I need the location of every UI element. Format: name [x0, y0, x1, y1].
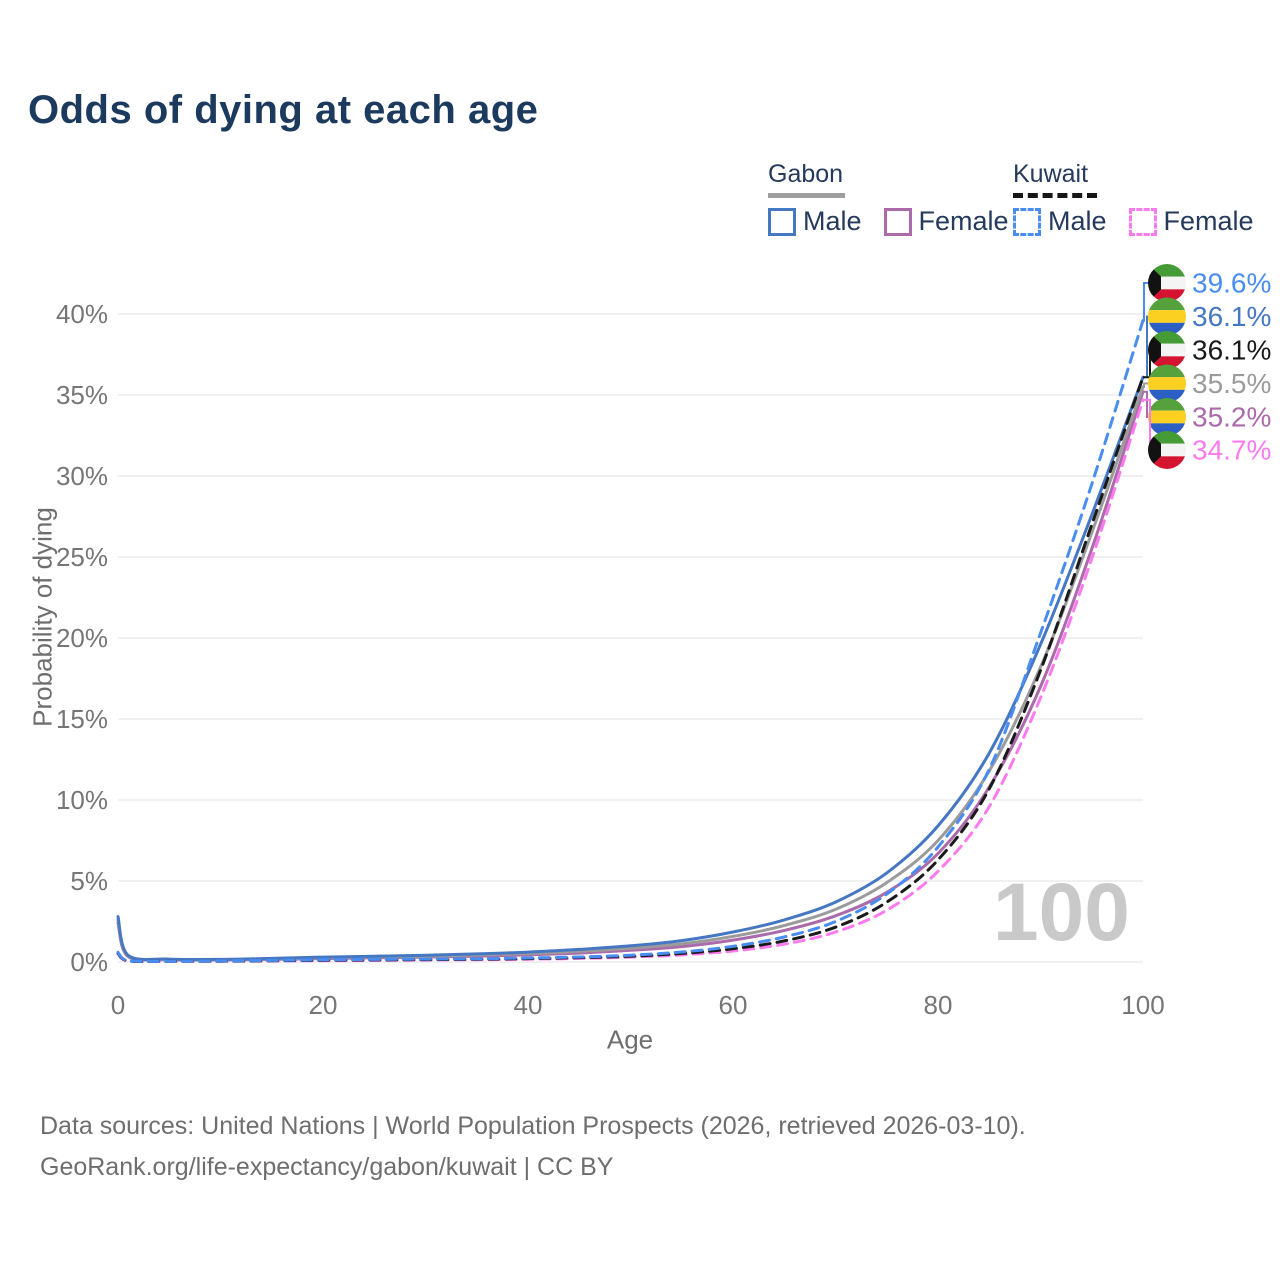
legend-item-label: Male	[803, 206, 862, 236]
series-line-kuwait-female[interactable]	[116, 398, 1145, 964]
legend-item-label: Male	[1048, 206, 1107, 236]
end-label-leader-line	[1143, 390, 1148, 418]
footer: Data sources: United Nations | World Pop…	[40, 1106, 1026, 1188]
attribution-text: GeoRank.org/life-expectancy/gabon/kuwait…	[40, 1153, 614, 1181]
x-axis-title: Age	[606, 1024, 654, 1055]
legend-country-gabon: Gabon	[768, 160, 844, 188]
y-tick-label: 15%	[56, 704, 108, 734]
x-tick-label: 60	[719, 990, 748, 1020]
y-tick-label: 5%	[70, 866, 108, 896]
gabon-female-swatch-icon	[883, 207, 912, 236]
end-label-leader-line	[1143, 282, 1148, 322]
kuwait-female-swatch-icon	[1128, 207, 1157, 236]
legend-country-kuwait: Kuwait	[1013, 160, 1089, 188]
gabon-flag-icon	[1148, 297, 1186, 336]
end-value-label: 36.1%	[1192, 335, 1271, 366]
series-line-kuwait-both-sexes[interactable]	[116, 375, 1145, 963]
series-line-gabon-female[interactable]	[116, 390, 1145, 962]
legend-item-label: Female	[918, 206, 1009, 236]
end-value-label: 39.6%	[1192, 268, 1271, 299]
series-line-gabon-male[interactable]	[116, 375, 1145, 962]
y-tick-label: 10%	[56, 785, 108, 815]
x-tick-label: 20	[309, 990, 338, 1020]
y-tick-label: 35%	[56, 380, 108, 410]
x-tick-label: 80	[924, 990, 953, 1020]
y-tick-label: 40%	[56, 299, 108, 329]
end-value-label: 35.2%	[1192, 402, 1271, 433]
gabon-male-swatch-icon	[768, 207, 796, 236]
end-label-leader-line	[1143, 315, 1148, 379]
x-tick-label: 0	[111, 990, 125, 1020]
kuwait-male-swatch-icon	[1013, 207, 1041, 236]
y-tick-label: 30%	[56, 461, 108, 491]
legend-item-kuwait-male[interactable]: Male	[1013, 206, 1107, 237]
legend-group-gabon: Gabon Male Female	[768, 160, 1031, 237]
series-line-kuwait-male[interactable]	[116, 319, 1145, 963]
gabon-flag-icon	[1148, 364, 1186, 403]
legend-group-kuwait: Kuwait Male Female	[1013, 160, 1276, 237]
end-label-leader-line	[1143, 382, 1148, 388]
x-tick-label: 40	[514, 990, 543, 1020]
series-line-gabon-both-sexes[interactable]	[116, 385, 1145, 962]
hover-age-watermark: 100	[993, 867, 1130, 958]
x-tick-label: 100	[1121, 990, 1164, 1020]
gabon-flag-icon	[1148, 398, 1186, 436]
y-tick-label: 0%	[70, 947, 108, 977]
legend-item-label: Female	[1163, 206, 1254, 236]
end-value-label: 34.7%	[1192, 435, 1271, 466]
kuwait-flag-icon	[1148, 431, 1186, 469]
kuwait-flag-icon	[1148, 264, 1186, 302]
kuwait-flag-icon	[1148, 331, 1186, 369]
legend-item-kuwait-female[interactable]: Female	[1128, 206, 1254, 237]
end-value-label: 35.5%	[1192, 368, 1271, 399]
chart-title: Odds of dying at each age	[28, 88, 539, 132]
y-tick-label: 20%	[56, 623, 108, 653]
legend-line-sample-gabon	[768, 193, 845, 198]
legend-item-gabon-male[interactable]: Male	[768, 206, 862, 237]
legend-item-gabon-female[interactable]: Female	[883, 206, 1009, 237]
data-sources-text: Data sources: United Nations | World Pop…	[40, 1112, 1026, 1140]
y-tick-label: 25%	[56, 542, 108, 572]
end-value-label: 36.1%	[1192, 301, 1271, 332]
legend-line-sample-kuwait	[1013, 193, 1097, 198]
